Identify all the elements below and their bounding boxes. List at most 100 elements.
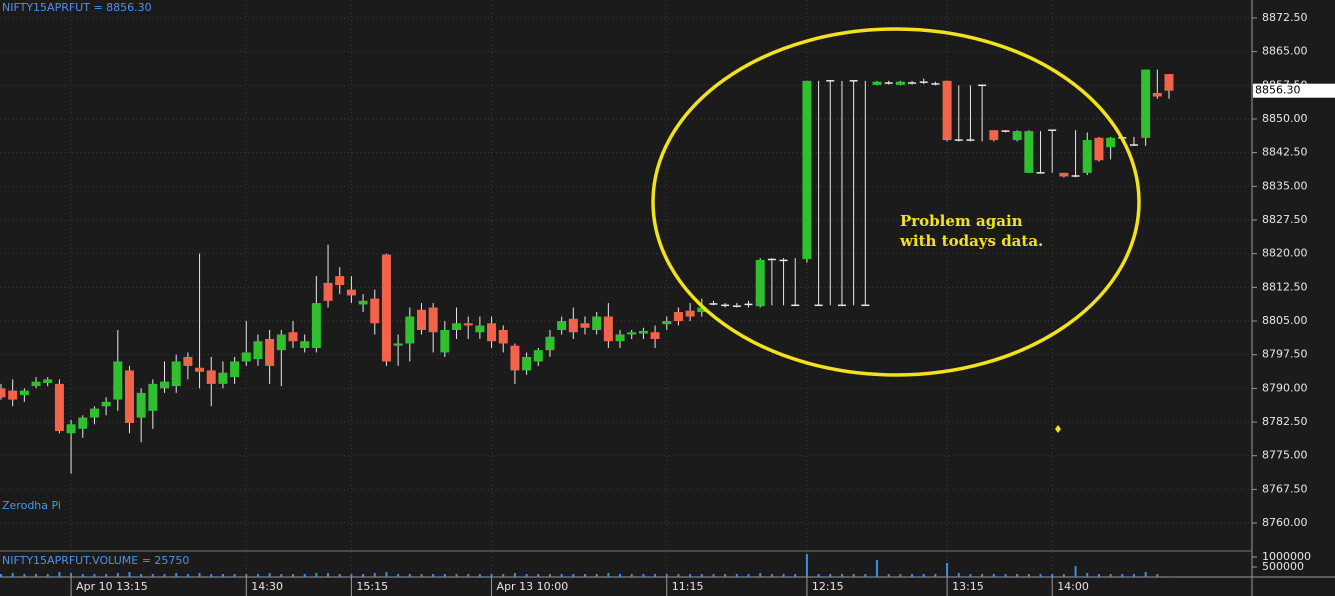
volume-bar: [1074, 566, 1077, 577]
last-price-label: 8856.30: [1255, 84, 1301, 97]
volume-bar: [210, 574, 213, 577]
x-tick-label: 11:15: [672, 580, 704, 593]
candle-body: [195, 367, 205, 372]
volume-bar: [478, 574, 481, 577]
candle-body: [101, 401, 111, 407]
volume-bar: [385, 572, 388, 577]
candle-body: [230, 361, 240, 378]
volume-bar: [467, 574, 470, 577]
volume-bar: [619, 574, 622, 577]
candle-body: [522, 356, 532, 371]
marks: [0, 69, 1174, 577]
y-tick-label: 500000: [1262, 560, 1304, 573]
volume-bar: [852, 574, 855, 577]
candle-body: [171, 361, 181, 387]
candle-body: [1152, 92, 1162, 97]
volume-bar: [46, 574, 49, 577]
y-tick-label: 8812.50: [1262, 280, 1308, 293]
volume-bar: [1097, 574, 1100, 577]
volume-bar: [1086, 573, 1089, 577]
volume-bar: [116, 573, 119, 577]
volume-bar: [175, 573, 178, 577]
volume-bar: [70, 573, 73, 577]
volume-bar: [186, 574, 189, 577]
candle-body: [802, 80, 812, 260]
volume-bar: [537, 574, 540, 577]
volume-bar: [163, 574, 166, 577]
candle-body: [335, 276, 345, 286]
y-tick-label: 8760.00: [1262, 516, 1308, 529]
volume-bar: [327, 573, 330, 577]
candle-body: [136, 392, 146, 418]
volume-bar: [829, 574, 832, 577]
candle-body: [54, 383, 64, 432]
candle-body: [160, 381, 170, 389]
candle-body: [370, 298, 380, 324]
candle-body: [1024, 131, 1034, 173]
volume-bar: [654, 574, 657, 577]
volume-bar: [350, 574, 353, 577]
volume-bar: [128, 572, 131, 577]
volume-bar: [969, 574, 972, 577]
y-tick-label: 8790.00: [1262, 381, 1308, 394]
candle-body: [43, 379, 53, 383]
candle-body: [545, 336, 555, 351]
candle-body: [580, 323, 590, 328]
candle-body: [1059, 172, 1069, 177]
candle-body: [592, 316, 602, 330]
marker-diamond: [1055, 425, 1061, 433]
volume-bar: [0, 574, 2, 577]
candle-body: [1141, 69, 1151, 138]
x-tick-label: 14:30: [251, 580, 283, 593]
volume-bar: [81, 574, 84, 577]
chart-title: NIFTY15APRFUT = 8856.30: [2, 1, 152, 14]
volume-bar: [689, 574, 692, 577]
candle-body: [557, 321, 567, 330]
volume-bar: [782, 574, 785, 577]
volume-bar: [23, 574, 26, 577]
candle-body: [697, 307, 707, 313]
volume-bar: [1156, 574, 1159, 577]
y-tick-label: 8797.50: [1262, 348, 1308, 361]
candle-body: [288, 332, 298, 342]
candle-body: [662, 321, 672, 325]
volume-bar: [607, 573, 610, 577]
y-tick-label: 8872.50: [1262, 11, 1308, 24]
volume-bar: [794, 574, 797, 577]
x-tick-label: 13:15: [952, 580, 984, 593]
candle-body: [568, 318, 578, 333]
candle-body: [603, 316, 613, 342]
candle-body: [510, 345, 520, 371]
y-tick-label: 8842.50: [1262, 146, 1308, 159]
volume-bar: [455, 574, 458, 577]
volume-bar: [747, 574, 750, 577]
candle-body: [1106, 137, 1116, 148]
candle-body: [393, 343, 403, 346]
y-tick-label: 8767.50: [1262, 482, 1308, 495]
volume-bar: [1168, 576, 1170, 577]
volume-bar: [1121, 574, 1124, 577]
candle-body: [428, 307, 438, 333]
candle-body: [452, 323, 462, 330]
candle-body: [615, 334, 625, 342]
volume-bar: [408, 574, 411, 577]
volume-bar: [397, 574, 400, 577]
candle-body: [405, 316, 415, 344]
volume-bar: [198, 573, 201, 577]
volume-bar: [934, 574, 937, 577]
candle-body: [19, 390, 29, 396]
candle-body: [31, 381, 41, 387]
volume-bar: [899, 574, 902, 577]
volume-bar: [700, 574, 703, 577]
volume-bar: [595, 574, 598, 577]
volume-bar: [245, 574, 248, 577]
y-tick-label: 8835.00: [1262, 179, 1308, 192]
annotation: Problem again: [900, 212, 1023, 230]
candle-body: [989, 130, 999, 141]
volume-bar: [560, 574, 563, 577]
volume-bar: [712, 574, 715, 577]
volume-bar: [443, 574, 446, 577]
candle-body: [533, 350, 543, 362]
candle-body: [685, 310, 695, 317]
